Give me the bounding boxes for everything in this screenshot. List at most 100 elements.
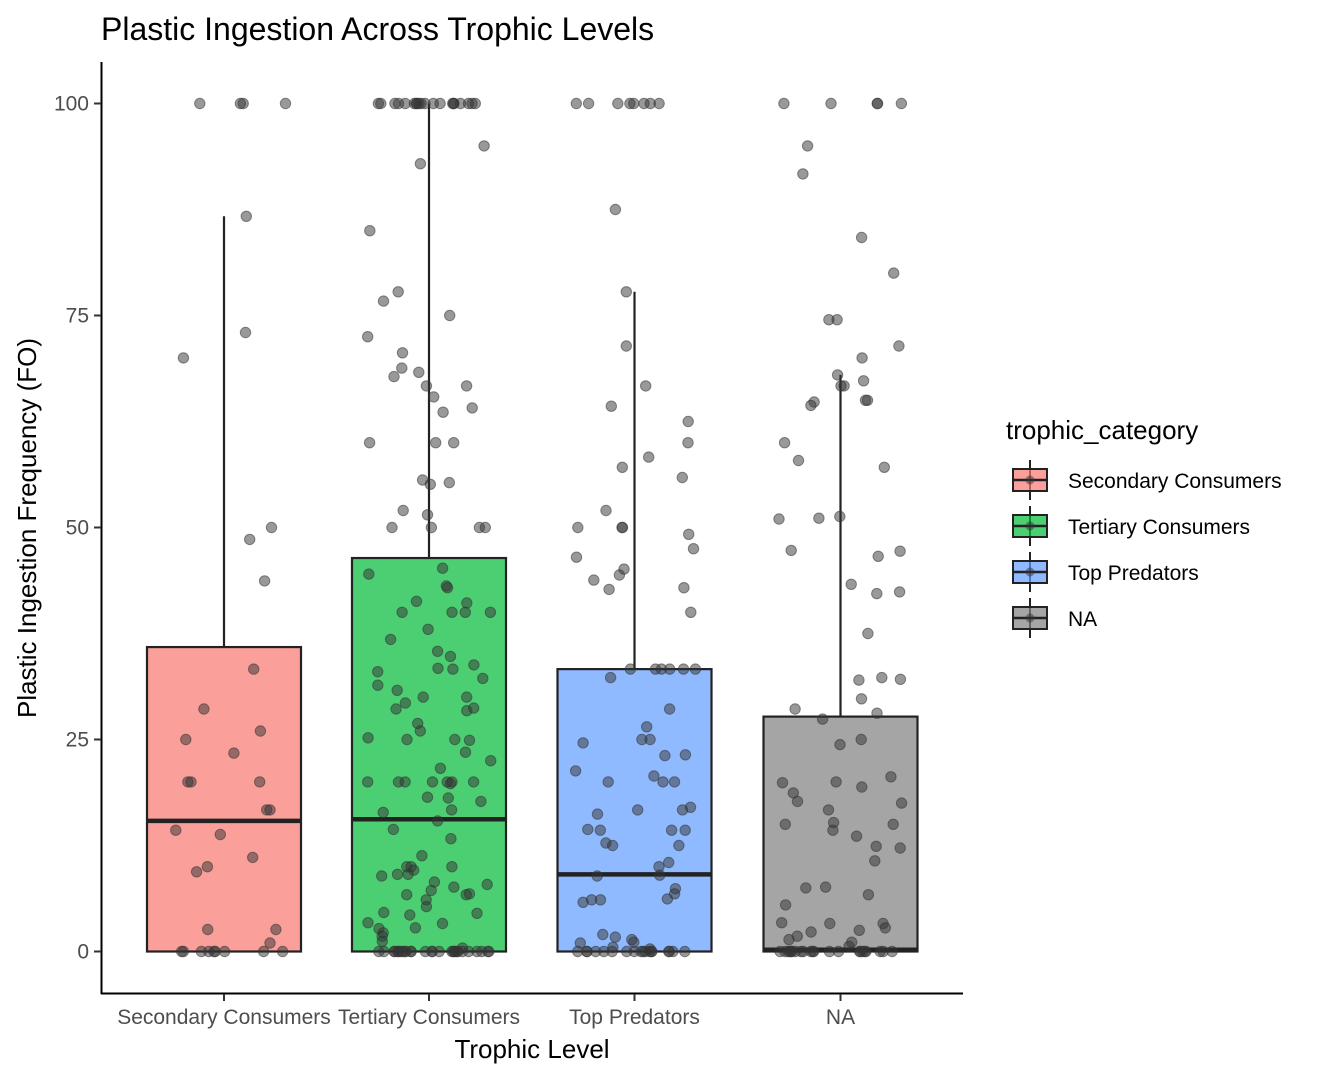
- point-na-23: [878, 461, 890, 473]
- point-na-46: [856, 781, 868, 793]
- point-top-predators-42: [577, 737, 589, 749]
- legend-entry-secondary-consumers: Secondary Consumers: [1012, 460, 1282, 500]
- point-na-65: [824, 917, 836, 930]
- point-top-predators-67: [661, 893, 674, 905]
- point-na-28: [894, 545, 906, 557]
- point-tertiary-consumers-27: [396, 347, 409, 359]
- point-na-25: [813, 512, 825, 524]
- legend-label-secondary-consumers: Secondary Consumers: [1068, 470, 1282, 493]
- point-top-predators-21: [616, 521, 628, 534]
- point-na-31: [893, 586, 906, 598]
- point-tertiary-consumers-110: [448, 881, 460, 893]
- point-na-36: [853, 674, 865, 686]
- point-tertiary-consumers-12: [372, 97, 385, 110]
- point-tertiary-consumers-51: [441, 582, 454, 594]
- point-na-7: [855, 231, 868, 244]
- point-tertiary-consumers-11: [434, 97, 446, 110]
- point-tertiary-consumers-92: [421, 791, 434, 803]
- point-tertiary-consumers-153: [395, 945, 407, 958]
- point-top-predators-26: [613, 569, 626, 581]
- point-top-predators-72: [609, 931, 621, 943]
- point-tertiary-consumers-106: [402, 868, 414, 880]
- point-top-predators-35: [649, 663, 662, 675]
- legend-label-top-predators: Top Predators: [1068, 562, 1199, 585]
- point-tertiary-consumers-20: [478, 140, 490, 152]
- point-top-predators-94: [635, 945, 647, 958]
- point-top-predators-37: [604, 671, 617, 684]
- point-na-33: [862, 627, 874, 640]
- point-tertiary-consumers-22: [364, 225, 376, 237]
- point-top-predators-3: [624, 97, 636, 110]
- point-top-predators-71: [597, 928, 609, 941]
- y-ticks: 0 25 50 75 100: [54, 93, 101, 964]
- point-tertiary-consumers-21: [414, 158, 427, 170]
- point-na-35: [894, 673, 907, 685]
- point-top-predators-61: [663, 856, 675, 869]
- legend-keys: Secondary Consumers Tertiary Consumers Top…: [1012, 460, 1282, 638]
- point-na-10: [831, 314, 843, 326]
- point-tertiary-consumers-113: [460, 889, 472, 901]
- point-tertiary-consumers-100: [416, 850, 428, 862]
- point-tertiary-consumers-77: [362, 732, 374, 744]
- point-na-14: [857, 375, 870, 387]
- point-na-62: [779, 899, 792, 911]
- point-top-predators-18: [600, 504, 612, 517]
- point-tertiary-consumers-34: [466, 402, 478, 414]
- point-secondary-consumers-22: [247, 851, 259, 864]
- point-top-predators-1: [582, 97, 595, 110]
- point-secondary-consumers-26: [270, 923, 282, 936]
- point-na-37: [855, 693, 868, 705]
- point-tertiary-consumers-117: [378, 906, 390, 919]
- point-top-predators-78: [679, 945, 691, 958]
- point-na-56: [894, 842, 906, 854]
- point-secondary-consumers-25: [202, 923, 214, 936]
- point-tertiary-consumers-155: [456, 945, 469, 958]
- point-tertiary-consumers-61: [444, 650, 457, 663]
- legend-point-tertiary-consumers: [1025, 521, 1035, 531]
- point-tertiary-consumers-38: [430, 437, 442, 449]
- point-tertiary-consumers-83: [434, 762, 447, 774]
- point-na-18: [861, 394, 874, 406]
- point-tertiary-consumers-57: [484, 606, 497, 618]
- point-tertiary-consumers-42: [397, 504, 409, 517]
- point-secondary-consumers-12: [254, 725, 267, 737]
- box-secondary-consumers: [145, 216, 303, 953]
- point-tertiary-consumers-45: [386, 521, 398, 534]
- point-secondary-consumers-11: [198, 703, 210, 715]
- point-na-67: [853, 924, 865, 936]
- point-tertiary-consumers-25: [444, 309, 456, 322]
- point-secondary-consumers-6: [177, 352, 190, 364]
- point-tertiary-consumers-82: [485, 755, 497, 767]
- point-secondary-consumers-35: [218, 945, 231, 958]
- box-na: [762, 374, 919, 953]
- point-top-predators-10: [620, 340, 632, 352]
- point-na-27: [785, 544, 797, 557]
- point-top-predators-70: [577, 896, 589, 908]
- point-na-68: [805, 926, 817, 938]
- point-tertiary-consumers-68: [391, 684, 403, 696]
- point-secondary-consumers-10: [248, 663, 260, 675]
- point-na-94: [853, 945, 866, 958]
- legend: trophic_category Secondary Consumers Tert…: [1006, 415, 1282, 638]
- point-tertiary-consumers-66: [477, 672, 489, 685]
- point-tertiary-consumers-120: [362, 917, 374, 929]
- point-na-13: [831, 369, 844, 381]
- point-top-predators-12: [605, 400, 617, 412]
- point-na-57: [870, 840, 882, 852]
- point-tertiary-consumers-142: [482, 945, 494, 958]
- x-axis-title: Trophic Level: [454, 1034, 609, 1064]
- point-tertiary-consumers-41: [443, 476, 455, 489]
- point-na-91: [797, 945, 809, 958]
- point-top-predators-64: [591, 870, 603, 882]
- point-tertiary-consumers-8: [466, 97, 478, 110]
- point-tertiary-consumers-23: [392, 286, 404, 298]
- point-na-16: [835, 380, 847, 392]
- point-tertiary-consumers-102: [446, 861, 458, 873]
- point-top-predators-8: [609, 203, 622, 216]
- chart-title: Plastic Ingestion Across Trophic Levels: [101, 11, 654, 47]
- x-ticks: Secondary Consumers Tertiary Consumers Top…: [117, 994, 855, 1029]
- y-tick-label-75: 75: [66, 305, 89, 328]
- point-top-predators-54: [582, 823, 594, 836]
- point-top-predators-30: [685, 606, 697, 618]
